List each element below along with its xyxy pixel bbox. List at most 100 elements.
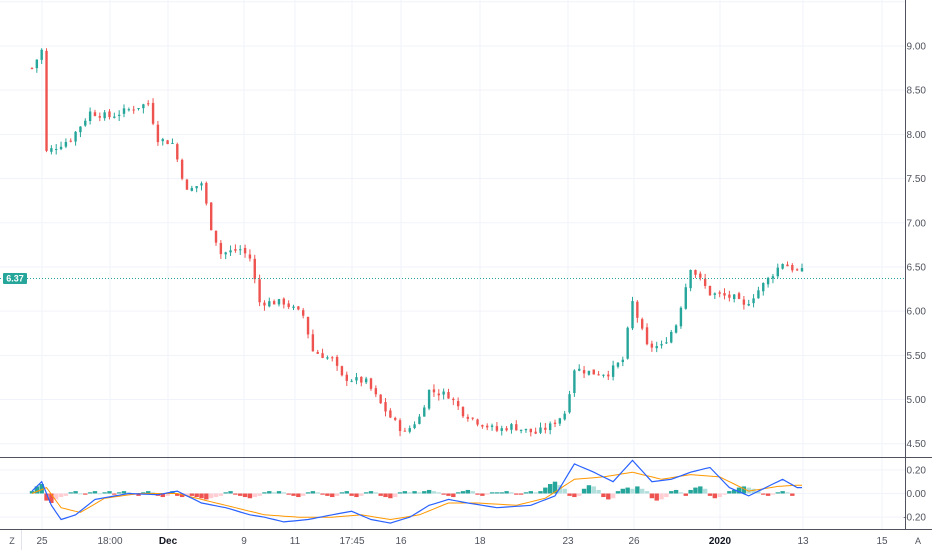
macd-histogram-bar [97, 493, 102, 495]
candle [495, 422, 499, 433]
candle-body [64, 142, 68, 147]
macd-histogram-bar [146, 491, 151, 494]
candle [791, 263, 794, 273]
candle-body [573, 370, 576, 394]
macd-histogram-bar [581, 488, 587, 494]
candle-body [195, 186, 198, 189]
candle [781, 263, 784, 270]
candle [776, 263, 779, 279]
macd-histogram-bar [276, 491, 282, 494]
candle-body [442, 391, 445, 395]
candle [340, 365, 344, 377]
candle-body [219, 242, 223, 255]
candle-body [234, 249, 237, 251]
macd-histogram-bar [601, 493, 606, 498]
candle [394, 416, 397, 422]
macd-histogram-bar [179, 493, 185, 498]
candle [626, 326, 629, 360]
candle [737, 291, 741, 300]
candle [326, 355, 329, 360]
candle [316, 349, 319, 354]
candle-body [292, 306, 295, 308]
time-tick-label: Dec [159, 536, 178, 547]
candle-body [694, 269, 697, 275]
candle-body [311, 334, 315, 352]
candle-body [384, 402, 387, 412]
macd-histogram-bar [29, 491, 35, 494]
candle [534, 427, 537, 435]
macd-histogram-bar [475, 493, 480, 495]
candle [258, 274, 261, 307]
macd-histogram-bar [572, 493, 577, 498]
candle [539, 422, 542, 435]
candle [282, 297, 286, 309]
macd-histogram-bar [378, 493, 383, 496]
candle-body [699, 273, 702, 278]
candle-body [331, 357, 334, 359]
candle-body [529, 428, 533, 433]
macd-histogram-bar [756, 491, 761, 494]
candle-body [113, 116, 116, 118]
macd-histogram-bar [741, 486, 747, 494]
macd-histogram-bar [509, 492, 514, 494]
candle-body [268, 301, 271, 307]
candle-body [398, 420, 402, 432]
candle-body [587, 370, 591, 375]
candle-body [35, 59, 39, 69]
time-tick-label: 13 [797, 536, 809, 547]
time-tick-label: 18:00 [97, 536, 122, 547]
candle [461, 406, 465, 418]
candle [180, 158, 184, 181]
candle-body [505, 428, 508, 431]
candle-body [74, 131, 77, 142]
candle-body [59, 146, 63, 150]
candle [713, 292, 717, 300]
macd-histogram-bar [751, 488, 756, 494]
macd-histogram-bar [189, 493, 195, 496]
macd-histogram-bar [712, 493, 718, 499]
price-tick-label: 8.00 [907, 130, 927, 141]
candle [176, 142, 179, 163]
candle [301, 307, 305, 319]
macd-histogram-bar [693, 487, 698, 494]
candle [234, 244, 237, 253]
candle-body [369, 378, 373, 389]
macd-histogram-bar [431, 491, 437, 494]
candle [602, 374, 605, 378]
macd-histogram-bar [698, 486, 703, 494]
candle [379, 394, 382, 404]
candle-body [40, 49, 43, 60]
candle-body [132, 109, 135, 111]
candle [156, 120, 160, 146]
candle [660, 340, 663, 349]
candle [476, 418, 479, 427]
candle [413, 421, 416, 430]
candle [195, 186, 198, 193]
macd-histogram-bar [78, 493, 83, 495]
candle-body [345, 374, 348, 381]
macd-histogram-bar [770, 493, 776, 495]
candle-body [147, 103, 150, 105]
candle [268, 297, 271, 308]
macd-histogram-bar [702, 488, 708, 494]
candle-body [30, 67, 34, 69]
candle-body [180, 159, 184, 179]
candle-body [166, 140, 169, 145]
timezone-button[interactable]: Z [9, 536, 15, 546]
candle [142, 103, 145, 114]
candle-body [229, 250, 232, 253]
candle-body [650, 343, 654, 348]
macd-histogram-bar [504, 491, 509, 494]
price-tick-label: 9.00 [907, 41, 927, 52]
macd-histogram-bar [344, 491, 349, 494]
macd-histogram-bar [54, 493, 59, 500]
candle [311, 329, 315, 352]
candle-body [742, 299, 746, 305]
candle [398, 418, 402, 437]
candle-body [355, 377, 358, 381]
candle [456, 397, 460, 410]
candle [466, 414, 470, 422]
auto-scale-button[interactable]: A [915, 536, 921, 546]
price-axis[interactable] [906, 0, 932, 457]
